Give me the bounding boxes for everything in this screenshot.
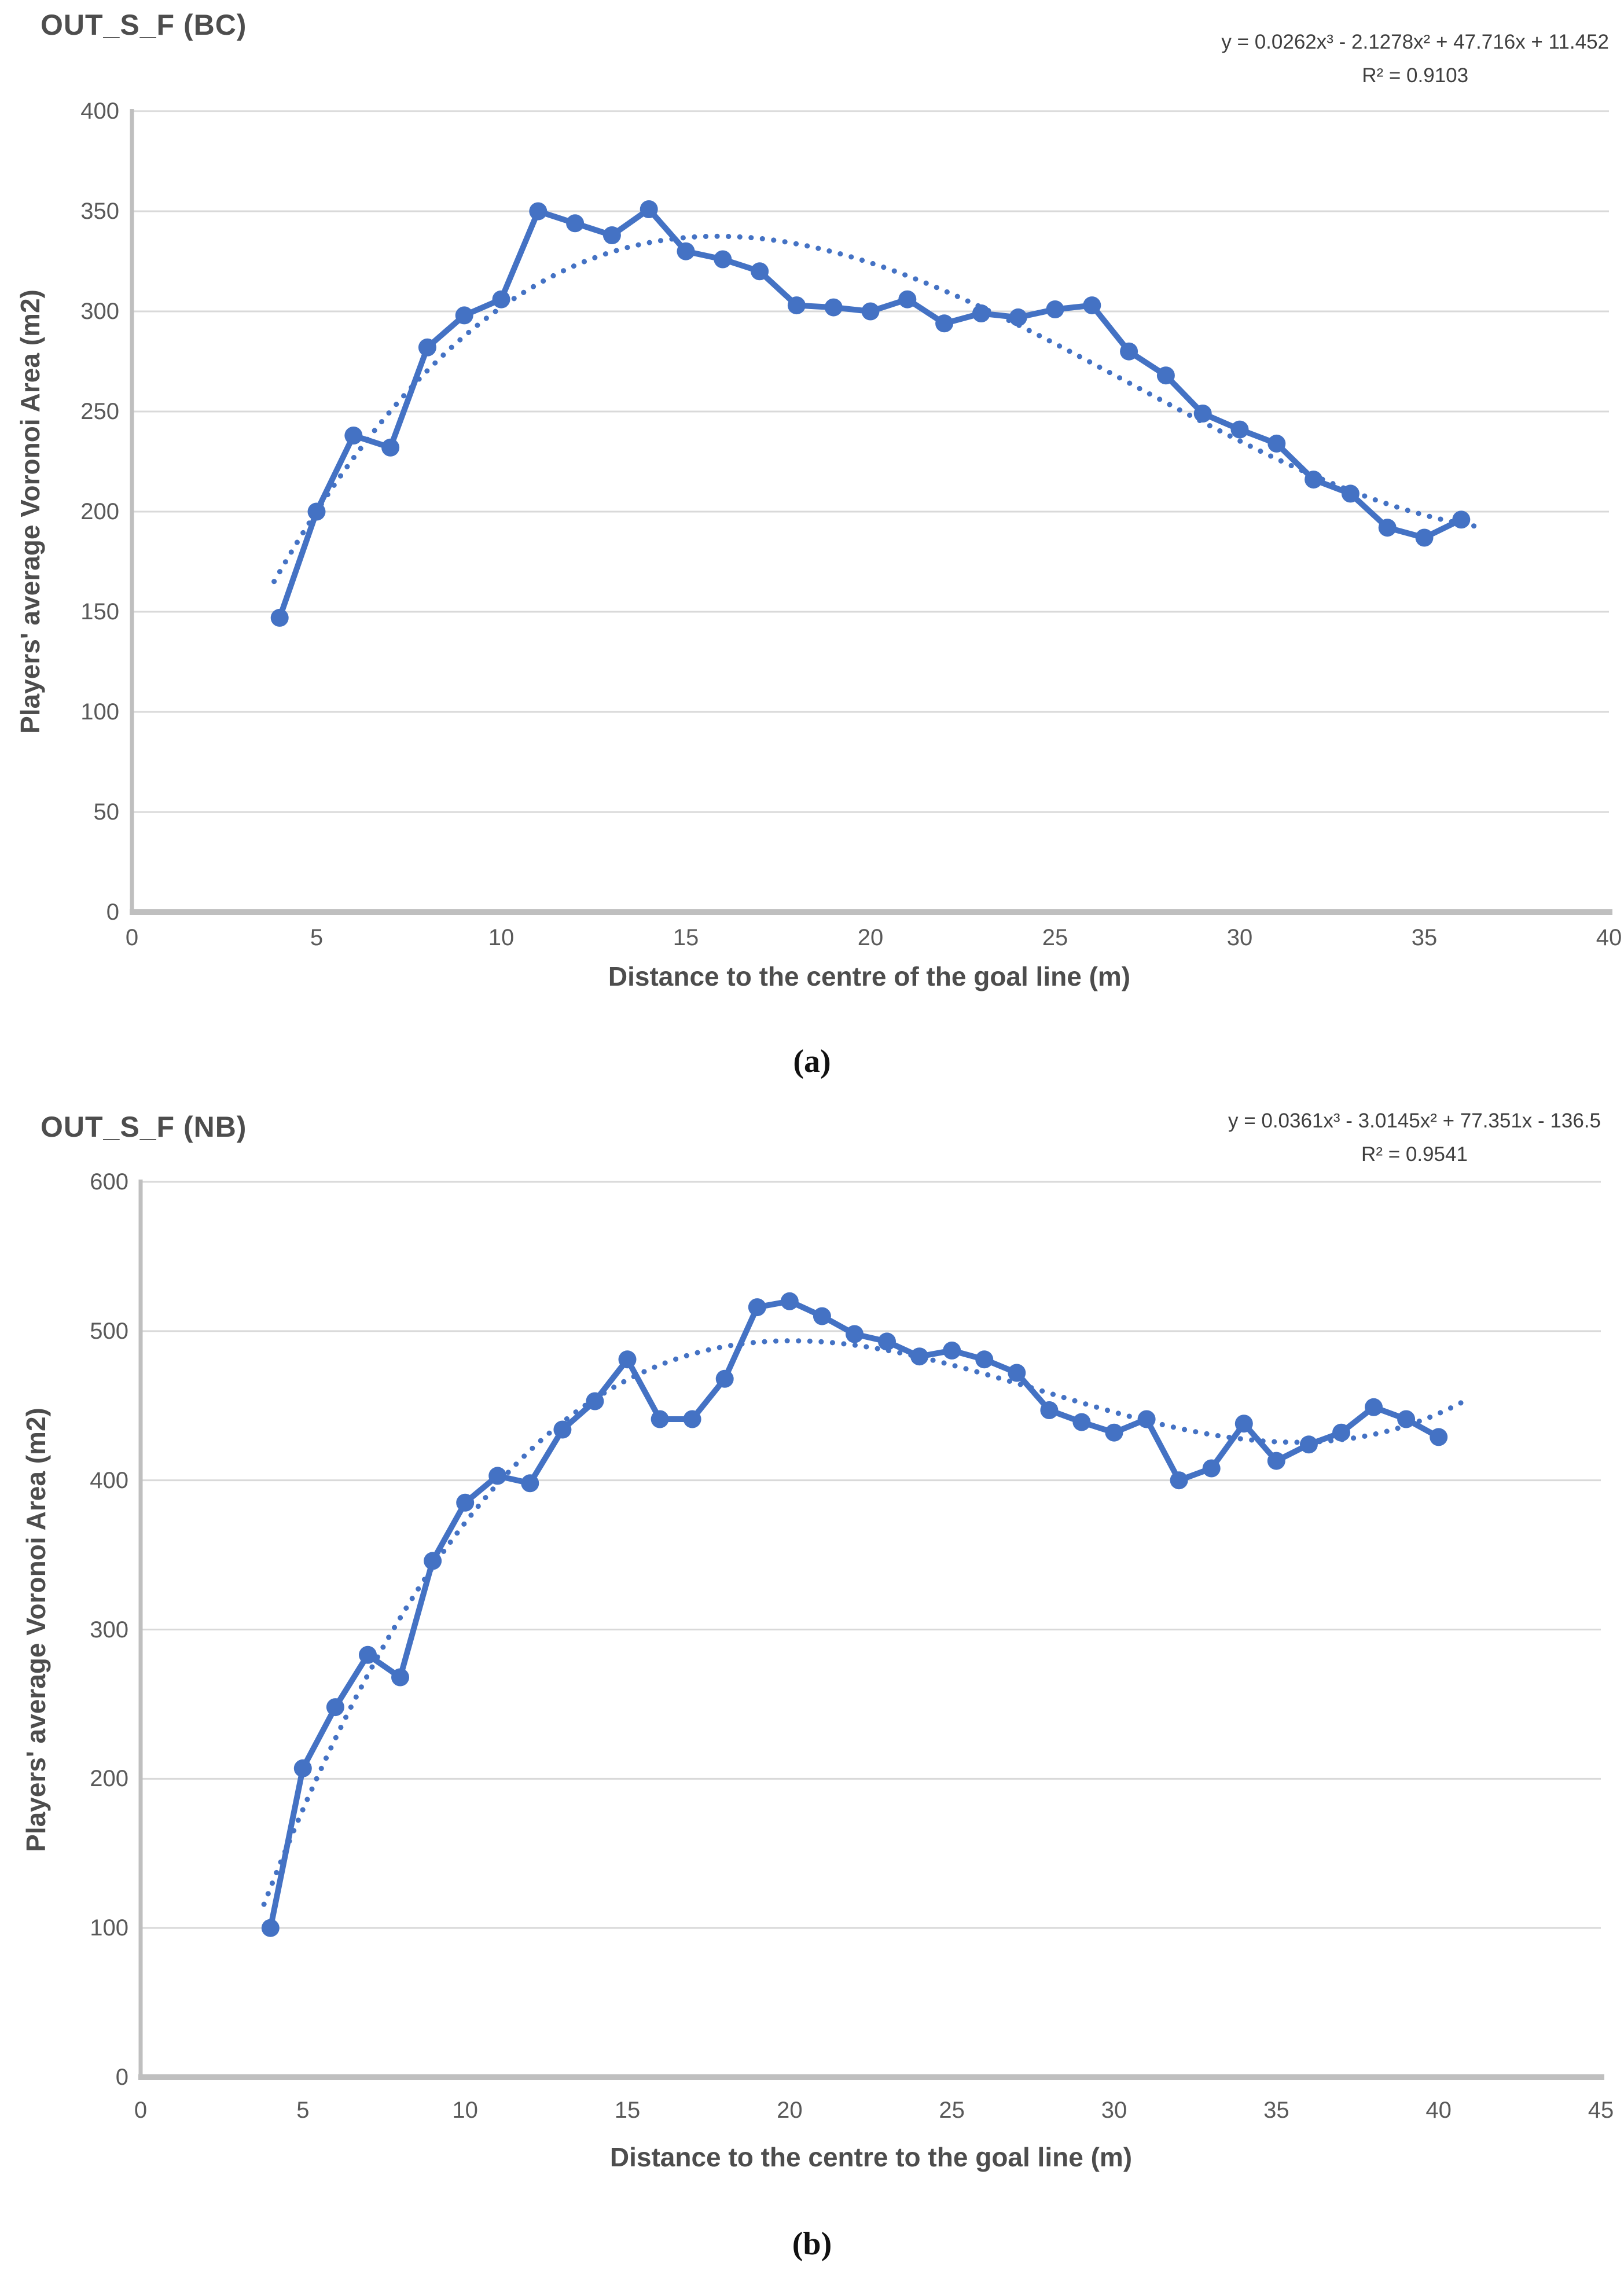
- data-point: [935, 314, 954, 333]
- data-point: [381, 438, 400, 457]
- data-point: [1267, 1452, 1285, 1470]
- trendline: [261, 1338, 1467, 1907]
- data-point: [1156, 366, 1175, 385]
- data-point: [1008, 1364, 1026, 1382]
- data-point: [846, 1325, 864, 1343]
- data-point: [780, 1292, 799, 1310]
- data-point: [293, 1759, 312, 1777]
- data-point: [813, 1307, 831, 1325]
- data-point: [261, 1919, 280, 1937]
- data-point: [1072, 1413, 1091, 1431]
- data-point: [344, 427, 363, 444]
- data-point: [677, 242, 695, 260]
- data-point: [898, 290, 917, 308]
- data-point: [1415, 528, 1434, 547]
- data-point: [1170, 1471, 1188, 1490]
- data-point: [529, 202, 548, 221]
- data-point: [748, 1298, 766, 1317]
- data-point: [1378, 519, 1397, 537]
- data-point: [1234, 1415, 1253, 1433]
- data-point: [1267, 434, 1286, 453]
- data-point: [910, 1347, 929, 1366]
- data-point: [975, 1350, 994, 1369]
- data-point: [715, 1369, 734, 1388]
- trendline: [271, 233, 1479, 585]
- data-point: [566, 214, 585, 233]
- data-point: [1305, 471, 1323, 489]
- data-point: [602, 226, 621, 244]
- data-point: [878, 1332, 896, 1351]
- data-point: [1332, 1423, 1350, 1442]
- data-point: [1040, 1401, 1059, 1419]
- data-point: [787, 296, 806, 315]
- data-point: [270, 608, 289, 627]
- data-point: [972, 304, 990, 322]
- data-line: [277, 206, 1464, 621]
- data-point: [824, 298, 843, 317]
- data-point: [861, 302, 880, 321]
- data-line: [267, 1298, 1442, 1931]
- data-point: [751, 262, 769, 281]
- data-point: [683, 1410, 701, 1428]
- data-point: [488, 1467, 507, 1485]
- data-point: [1120, 342, 1138, 361]
- data-point: [553, 1420, 572, 1439]
- data-point: [1341, 484, 1360, 503]
- data-point: [424, 1552, 442, 1570]
- data-point: [492, 290, 510, 308]
- data-point: [456, 1493, 475, 1512]
- data-point: [618, 1350, 637, 1369]
- data-point: [418, 338, 436, 357]
- data-point: [391, 1668, 409, 1687]
- data-point: [1365, 1398, 1383, 1416]
- data-point: [1009, 308, 1027, 326]
- data-point: [359, 1645, 377, 1664]
- data-point: [1230, 420, 1249, 439]
- data-point: [1105, 1423, 1123, 1442]
- data-point: [521, 1474, 539, 1493]
- data-point: [1083, 296, 1101, 315]
- data-point: [640, 200, 658, 218]
- data-point: [1452, 510, 1471, 529]
- data-point: [1430, 1428, 1448, 1446]
- data-point: [1046, 300, 1064, 318]
- data-point: [455, 306, 473, 325]
- data-point: [326, 1698, 344, 1717]
- data-point: [1193, 405, 1212, 423]
- data-point: [1202, 1459, 1221, 1478]
- data-point: [651, 1410, 669, 1428]
- data-point: [714, 250, 732, 269]
- data-point: [943, 1341, 961, 1360]
